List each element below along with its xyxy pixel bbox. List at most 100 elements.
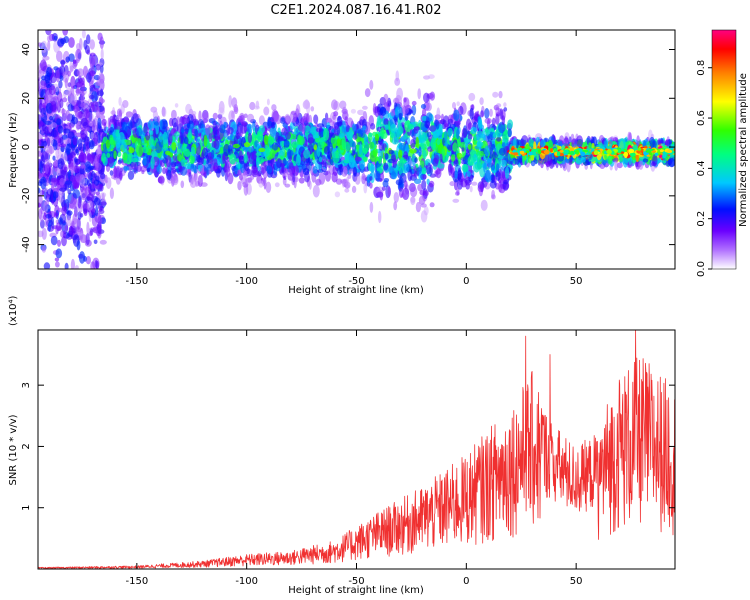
heatmap-cell [198, 110, 202, 122]
heatmap-cell [276, 158, 282, 169]
heatmap-cell [99, 98, 106, 104]
heatmap-cell [315, 127, 323, 133]
heatmap-cell [148, 130, 154, 136]
spectrogram-y-tick-label: -40 [21, 236, 32, 252]
heatmap-cell [114, 115, 122, 121]
heatmap-cell [418, 146, 422, 158]
heatmap-cell [415, 201, 421, 213]
heatmap-cell [331, 171, 338, 183]
heatmap-cell [414, 157, 418, 163]
heatmap-cell [237, 124, 243, 134]
heatmap-cell [606, 149, 612, 155]
heatmap-cell [291, 141, 299, 148]
heatmap-cell [72, 137, 78, 146]
heatmap-cell [89, 84, 96, 92]
heatmap-cell [177, 153, 183, 162]
heatmap-cell [243, 161, 250, 171]
heatmap-cell [118, 132, 125, 144]
heatmap-cell [429, 202, 435, 208]
heatmap-cell [425, 162, 432, 175]
heatmap-cell [418, 195, 426, 205]
heatmap-cell [401, 106, 409, 115]
heatmap-cell [117, 159, 122, 165]
heatmap-cell [88, 121, 93, 127]
heatmap-cell [190, 146, 196, 157]
heatmap-cell [243, 113, 248, 119]
heatmap-cell [519, 150, 525, 155]
heatmap-cell [258, 147, 266, 153]
heatmap-cell [452, 142, 458, 152]
heatmap-cell [97, 112, 101, 118]
heatmap-cell [366, 174, 371, 184]
heatmap-cell [48, 85, 56, 96]
heatmap-cell [75, 148, 79, 154]
heatmap-cell [351, 185, 357, 193]
heatmap-cell [185, 103, 192, 114]
heatmap-cell [292, 160, 297, 167]
heatmap-cell [476, 141, 484, 148]
heatmap-cell [628, 148, 635, 154]
heatmap-cell [372, 147, 378, 158]
heatmap-cell [388, 149, 394, 155]
spectrogram-x-tick-label: 0 [463, 276, 469, 287]
heatmap-cell [71, 116, 79, 125]
heatmap-cell [99, 205, 105, 211]
heatmap-cell [58, 80, 63, 89]
heatmap-cell [377, 117, 382, 126]
spectrogram-y-tick-label: 40 [21, 43, 32, 56]
heatmap-cell [101, 118, 107, 126]
heatmap-cell [178, 165, 183, 173]
spectrogram-x-tick-label: -100 [235, 276, 258, 287]
heatmap-cell [65, 56, 70, 63]
heatmap-cell [298, 177, 305, 184]
heatmap-cell [66, 210, 73, 216]
heatmap-cell [569, 147, 575, 152]
heatmap-cell [271, 142, 279, 151]
heatmap-cell [364, 88, 371, 98]
heatmap-cell [447, 127, 453, 137]
heatmap-cell [392, 157, 397, 169]
heatmap-cell [603, 140, 608, 145]
heatmap-cell [403, 97, 410, 109]
heatmap-cell [105, 177, 112, 190]
heatmap-cell [112, 114, 116, 126]
heatmap-cell [363, 147, 368, 155]
heatmap-cell [109, 134, 114, 145]
heatmap-cell [374, 133, 380, 142]
heatmap-cell [44, 163, 50, 175]
heatmap-cell [79, 213, 84, 218]
heatmap-cell [53, 139, 58, 151]
heatmap-cell [275, 132, 280, 143]
heatmap-cell [68, 53, 75, 62]
heatmap-cell [155, 141, 162, 154]
heatmap-cell [89, 94, 95, 100]
heatmap-cell [46, 35, 52, 42]
heatmap-cell [122, 152, 128, 161]
heatmap-cell [90, 131, 94, 140]
heatmap-cell [40, 154, 45, 168]
heatmap-cell [200, 127, 206, 135]
heatmap-cell [316, 123, 325, 128]
heatmap-cell [291, 134, 297, 140]
heatmap-cell [415, 136, 419, 147]
snr-y-tick-label: 3 [21, 382, 32, 388]
heatmap-cell [368, 132, 373, 138]
heatmap-cell [263, 134, 269, 145]
heatmap-cell [165, 155, 172, 168]
heatmap-cell [483, 162, 487, 173]
heatmap-cell [636, 135, 640, 147]
heatmap-cell [95, 223, 102, 237]
heatmap-cell [77, 138, 83, 151]
heatmap-cell [489, 108, 493, 117]
heatmap-cell [398, 149, 403, 159]
heatmap-cell [439, 153, 443, 163]
heatmap-cell [80, 187, 88, 201]
heatmap-cell [298, 124, 306, 132]
heatmap-cell [181, 115, 186, 126]
heatmap-cell [269, 126, 277, 137]
heatmap-cell [312, 166, 318, 174]
heatmap-cell [237, 180, 242, 191]
heatmap-cell [66, 142, 71, 155]
heatmap-cell [41, 245, 47, 253]
heatmap-cell [157, 175, 165, 184]
